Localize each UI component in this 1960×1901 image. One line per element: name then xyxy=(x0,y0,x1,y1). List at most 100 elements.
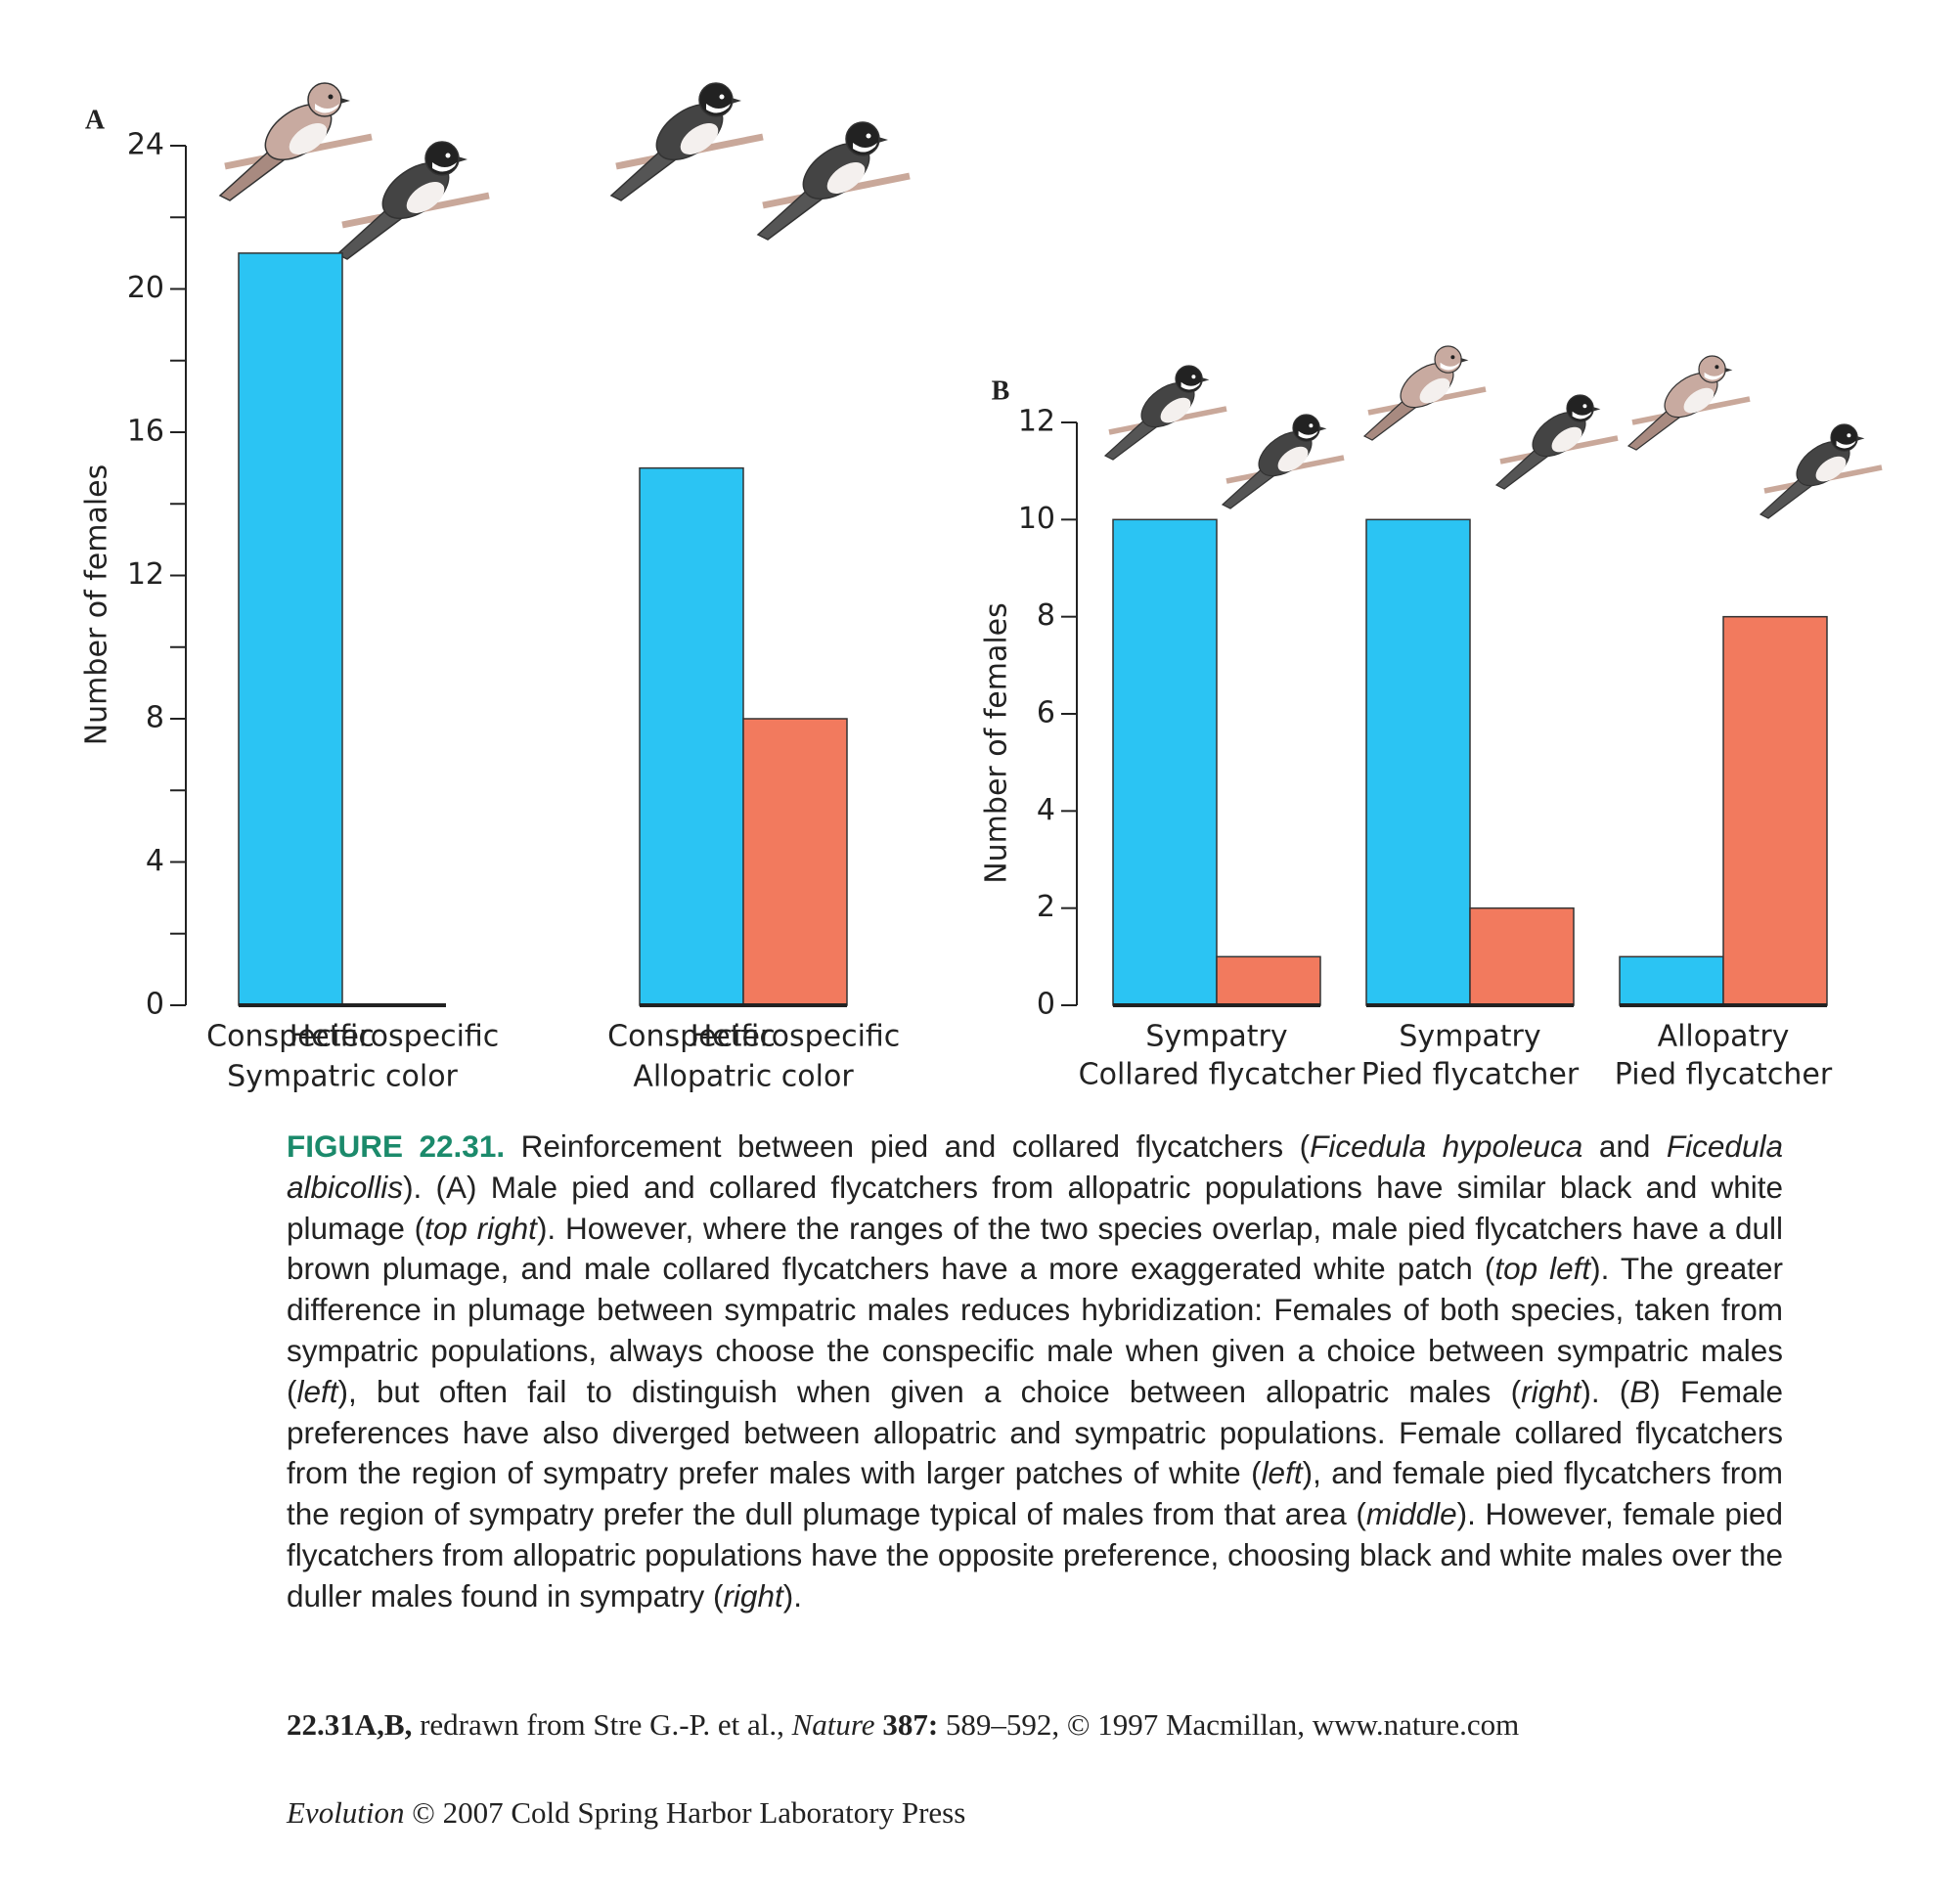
text-run: 22.31A,B, xyxy=(287,1707,413,1742)
text-run: ) Female preferences have also diverged … xyxy=(287,1373,1783,1491)
bird-belly xyxy=(1277,446,1309,472)
bird-beak xyxy=(1318,426,1327,431)
group-label: Sympatric color xyxy=(227,1060,458,1094)
text-run: right xyxy=(723,1577,783,1614)
bird-illustration xyxy=(609,82,764,201)
bird-belly xyxy=(289,123,328,155)
x-tick-label: Pied flycatcher xyxy=(1615,1058,1833,1092)
text-run: © 2007 Cold Spring Harbor Laboratory Pre… xyxy=(404,1795,966,1830)
bird-beak xyxy=(878,137,888,143)
bird-beak xyxy=(1724,368,1733,373)
bird-eye xyxy=(1191,375,1196,379)
bird-belly xyxy=(826,162,866,194)
text-run: ). ( xyxy=(1581,1373,1630,1409)
x-tick-label: Sympatry xyxy=(1399,1020,1540,1054)
bar-label: Heterospecific xyxy=(290,1020,500,1054)
bird-beak xyxy=(1460,358,1469,363)
text-run: left xyxy=(296,1373,338,1409)
bird-face xyxy=(853,143,877,153)
bird-eye xyxy=(1450,355,1455,360)
y-tick-label: 6 xyxy=(1037,696,1055,730)
panel-label: B xyxy=(992,376,1010,406)
bird-beak xyxy=(732,98,741,104)
y-axis-label: Number of females xyxy=(980,602,1014,884)
text-run: right xyxy=(1521,1373,1581,1409)
text-run: ), and female pied flycatchers from the … xyxy=(287,1455,1783,1532)
text-run: redrawn from Stre G.-P. et al., xyxy=(412,1707,792,1742)
y-axis-label: Number of females xyxy=(80,464,114,746)
bar-label: Conspecific xyxy=(206,1020,375,1054)
bird-illustration xyxy=(1626,355,1751,451)
bird-eye xyxy=(328,94,334,100)
bar xyxy=(1619,955,1724,1006)
bird-eye xyxy=(1309,423,1314,428)
panel-label: A xyxy=(85,105,106,135)
y-tick-label: 0 xyxy=(1037,988,1055,1022)
bird-illustration xyxy=(335,141,490,260)
text-run: Ficedula hypoleuca xyxy=(1310,1128,1583,1164)
bird-belly xyxy=(680,123,719,155)
bird-belly xyxy=(1551,426,1582,453)
text-run: ). The greater difference in plumage bet… xyxy=(287,1251,1783,1409)
bird-beak xyxy=(1592,407,1601,412)
text-run: top left xyxy=(1494,1251,1591,1287)
bird-face xyxy=(1836,440,1856,449)
text-run: ). xyxy=(782,1577,802,1614)
bird-illustration xyxy=(1759,423,1883,519)
bird-eye xyxy=(1582,404,1587,409)
text-run: Evolution xyxy=(287,1795,405,1830)
bird-belly xyxy=(1815,456,1847,482)
y-tick-label: 20 xyxy=(127,271,164,305)
y-tick-label: 12 xyxy=(1018,405,1055,439)
bird-eye xyxy=(445,153,451,158)
credit: 22.31A,B, redrawn from Stre G.-P. et al.… xyxy=(287,1707,1519,1743)
y-tick-label: 2 xyxy=(1037,890,1055,924)
bar xyxy=(238,252,343,1006)
text-run: 387: xyxy=(882,1707,939,1742)
y-tick-label: 4 xyxy=(146,844,164,878)
bird-face xyxy=(1180,381,1201,390)
bird-face xyxy=(1704,372,1724,380)
bar-label: Heterospecific xyxy=(690,1020,901,1054)
bird-face xyxy=(1298,430,1318,439)
text-run: B xyxy=(1629,1373,1651,1409)
text-run: ). (A) Male pied and collared flycatcher… xyxy=(287,1169,1783,1246)
bird-beak xyxy=(1201,377,1210,382)
bar-label: Conspecific xyxy=(607,1020,776,1054)
bird-illustration xyxy=(1494,394,1619,490)
text-run: left xyxy=(1261,1455,1303,1491)
caption: FIGURE 22.31. Reinforcement between pied… xyxy=(287,1127,1783,1617)
bird-belly xyxy=(406,182,445,213)
bird-face xyxy=(1440,362,1460,371)
bird-eye xyxy=(1847,433,1851,438)
bird-illustration xyxy=(1103,365,1227,461)
y-tick-label: 4 xyxy=(1037,793,1055,827)
bird-face xyxy=(1572,411,1592,420)
bar xyxy=(1722,615,1828,1006)
y-tick-label: 10 xyxy=(1018,502,1055,536)
bird-eye xyxy=(866,133,871,139)
text-run: ). However, where the ranges of the two … xyxy=(287,1210,1783,1287)
footer: Evolution © 2007 Cold Spring Harbor Labo… xyxy=(287,1795,965,1831)
bar xyxy=(1469,906,1575,1006)
bird-face xyxy=(315,104,339,113)
bar xyxy=(742,718,848,1006)
bird-belly xyxy=(1419,377,1450,404)
text-run: Reinforcement between pied and collared … xyxy=(505,1128,1311,1164)
x-tick-label: Pied flycatcher xyxy=(1361,1058,1580,1092)
x-tick-label: Collared flycatcher xyxy=(1079,1058,1356,1092)
bird-illustration xyxy=(1362,345,1487,441)
bar xyxy=(1365,518,1471,1006)
y-tick-label: 24 xyxy=(127,128,164,162)
bird-illustration xyxy=(1221,414,1345,509)
text-run: ), but often fail to distinguish when gi… xyxy=(337,1373,1522,1409)
bird-eye xyxy=(719,94,725,100)
bird-face xyxy=(706,104,731,113)
x-tick-label: Sympatry xyxy=(1145,1020,1287,1054)
y-tick-label: 8 xyxy=(146,701,164,735)
text-run: 589–592, © 1997 Macmillan, www.nature.co… xyxy=(938,1707,1520,1742)
bar xyxy=(639,466,744,1006)
text-run: FIGURE 22.31. xyxy=(287,1128,506,1164)
x-tick-label: Allopatry xyxy=(1658,1020,1790,1054)
